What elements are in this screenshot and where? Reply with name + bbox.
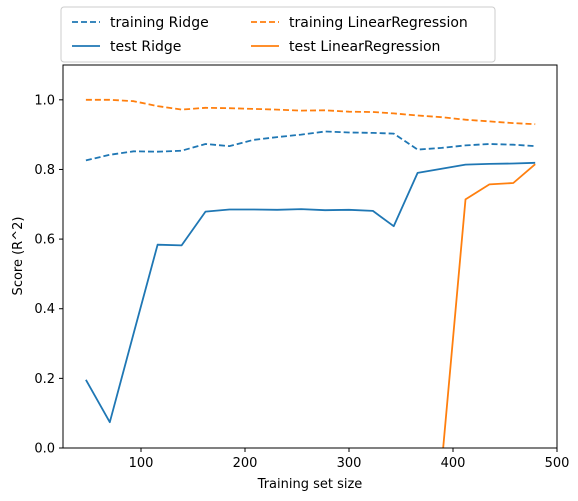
series-line-test-linearregression xyxy=(442,163,536,448)
legend-label-test-ridge: test Ridge xyxy=(110,39,181,55)
series-line-training-ridge xyxy=(85,130,536,162)
plot-area-frame xyxy=(62,64,558,449)
series-line-test-ridge xyxy=(85,161,536,424)
x-axis-label: Training set size xyxy=(257,477,363,492)
y-tick-label: 0.0 xyxy=(34,442,55,457)
y-tick-label: 0.2 xyxy=(34,372,55,387)
y-axis-label: Score (R^2) xyxy=(11,217,26,296)
legend: training Ridge test Ridge training LinearR… xyxy=(60,6,496,63)
y-tick-label: 0.8 xyxy=(34,163,55,178)
x-tick-label: 400 xyxy=(441,456,466,471)
y-tick-label: 1.0 xyxy=(34,93,55,108)
legend-label-training-ridge: training Ridge xyxy=(110,15,209,31)
x-tick-label: 500 xyxy=(545,456,570,471)
x-tick-label: 100 xyxy=(129,456,154,471)
legend-label-training-linearregression: training LinearRegression xyxy=(289,15,468,31)
y-tick-label: 0.6 xyxy=(34,233,55,248)
x-tick-label: 200 xyxy=(233,456,258,471)
x-tick-label: 300 xyxy=(337,456,362,471)
legend-label-test-linearregression: test LinearRegression xyxy=(289,39,440,55)
y-tick-label: 0.4 xyxy=(34,302,55,317)
legend-frame xyxy=(60,6,496,63)
series-line-training-linearregression xyxy=(85,98,536,126)
